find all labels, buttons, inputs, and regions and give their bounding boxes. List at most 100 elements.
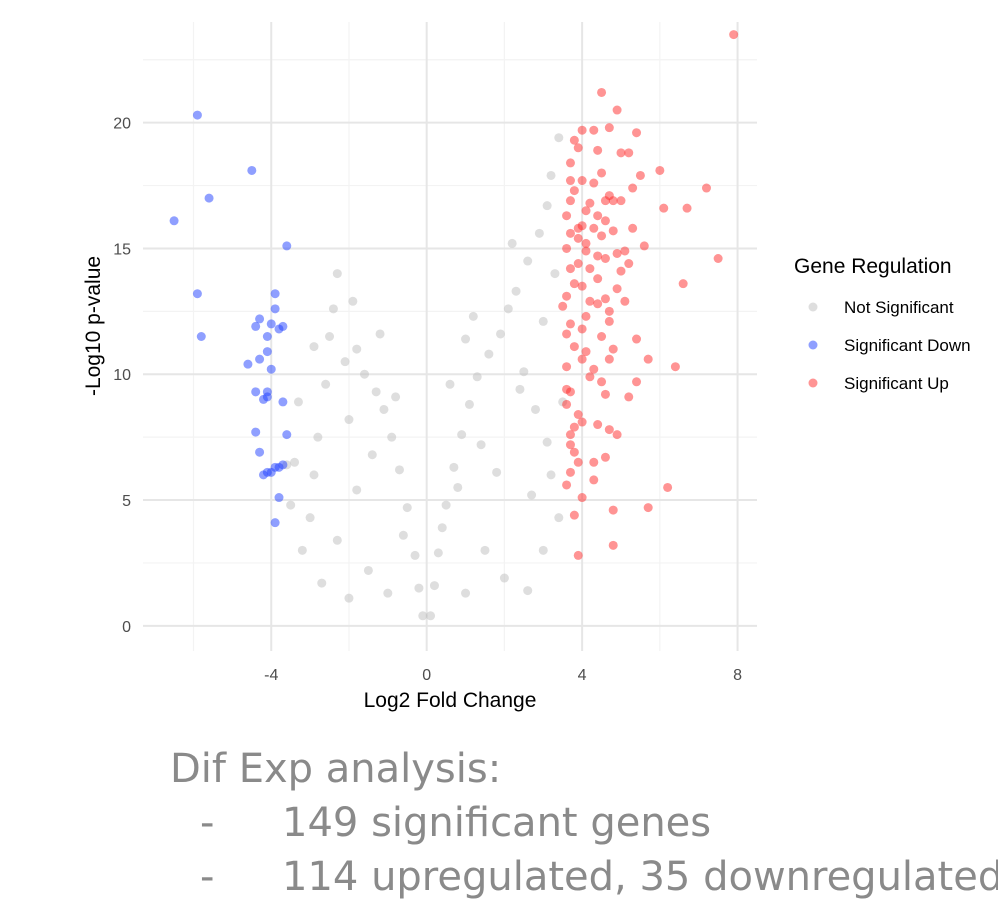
data-point [480,545,490,555]
data-point [472,372,482,382]
x-tick-label: 8 [733,667,742,684]
legend-swatch [808,340,818,350]
data-point [414,583,424,593]
data-point [639,241,649,251]
data-point [589,364,599,374]
x-tick-label: 4 [578,667,587,684]
data-point [325,332,335,341]
data-point [418,611,428,621]
data-point [278,397,288,407]
data-point [597,231,607,241]
data-point [402,503,412,513]
data-point [410,550,420,560]
data-point [534,228,544,238]
data-point [581,206,591,216]
data-point [589,457,599,467]
data-point [262,347,272,357]
data-point [352,485,362,495]
data-point [585,264,595,274]
data-points [169,30,739,621]
series-significant-down [169,110,292,528]
legend-label: Significant Down [844,336,971,355]
data-point [321,379,331,389]
data-point [577,324,587,334]
data-point [360,369,370,379]
y-tick-label: 10 [113,367,131,384]
data-point [604,123,614,133]
data-point [573,457,583,467]
data-point [429,581,439,591]
data-point [577,493,587,503]
data-point [538,545,548,555]
data-point [573,233,583,243]
data-point [169,216,179,226]
data-point [632,334,642,344]
data-point [278,460,288,470]
data-point [247,165,257,175]
data-point [663,482,673,492]
data-point [457,430,467,440]
data-point [398,530,408,540]
data-point [538,316,548,326]
data-point [523,586,533,596]
data-point [433,548,443,558]
data-point [550,269,560,279]
data-point [391,392,401,402]
data-point [632,128,642,138]
data-point [577,125,587,135]
data-point [523,256,533,266]
data-point [464,399,474,409]
data-point [313,432,323,442]
data-point [585,296,595,306]
legend-label: Significant Up [844,374,949,393]
data-point [573,259,583,269]
data-point [251,427,261,437]
data-point [577,417,587,427]
data-point [196,332,206,341]
data-point [713,254,723,264]
data-point [266,364,276,374]
analysis-notes: Dif Exp analysis: - 149 significant gene… [170,742,998,904]
data-point [612,430,622,440]
data-point [565,319,575,329]
data-point [616,266,626,276]
x-axis-label: Log2 Fold Change [364,689,537,712]
data-point [243,359,253,369]
data-point [554,513,564,523]
data-point [387,432,397,442]
data-point [270,518,280,528]
data-point [565,228,575,238]
data-point [344,593,354,603]
data-point [449,462,459,472]
data-point [542,201,552,211]
data-point [589,223,599,233]
data-point [593,211,603,221]
data-point [620,296,630,306]
data-point [293,397,303,407]
data-point [554,133,564,143]
data-point [620,246,630,256]
data-point [453,482,463,492]
data-point [562,243,572,253]
data-point [682,203,692,213]
data-point [600,196,610,206]
data-point [577,281,587,291]
data-point [461,334,471,344]
data-point [367,450,377,460]
data-point [612,105,622,115]
data-point [628,223,638,233]
data-point [562,399,572,409]
legend-swatch [808,302,818,312]
y-tick-label: 20 [113,116,131,133]
data-point [492,467,502,477]
data-point [670,362,680,372]
data-point [581,311,591,321]
data-point [628,183,638,193]
data-point [309,342,319,352]
data-point [624,392,634,402]
data-point [565,440,575,450]
series-significant-up [558,30,739,560]
data-point [270,289,280,299]
data-point [565,158,575,168]
data-point [616,148,626,158]
